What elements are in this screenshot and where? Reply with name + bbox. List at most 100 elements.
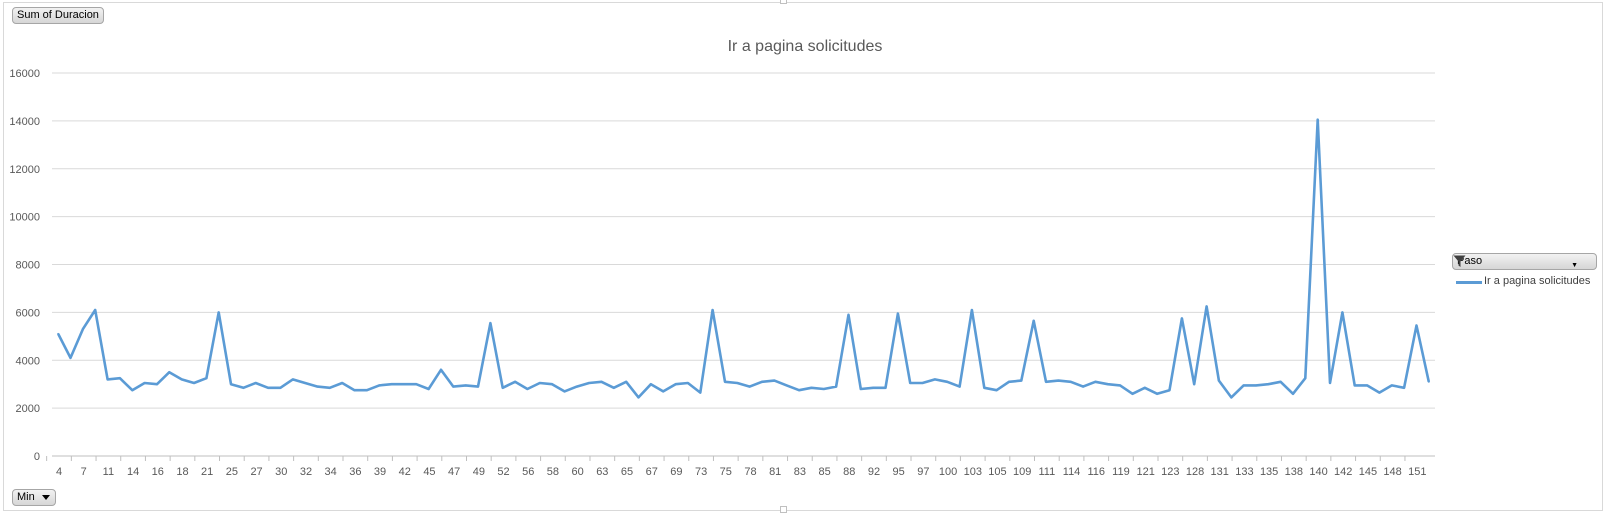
x-tick-label: 138: [1285, 466, 1303, 478]
data-point: [242, 386, 245, 389]
data-point: [230, 383, 232, 386]
value-field-label: Sum of Duracion: [17, 9, 99, 21]
x-tick-label: 78: [744, 466, 756, 478]
legend-field-button[interactable]: Paso ▼: [1452, 253, 1597, 270]
x-tick-label: 148: [1383, 466, 1401, 478]
data-point: [563, 390, 566, 393]
data-point: [69, 356, 72, 359]
data-point: [1353, 384, 1356, 387]
data-point: [538, 382, 541, 384]
y-tick-label: 6000: [16, 307, 40, 319]
resize-handle-bottom[interactable]: [780, 506, 787, 513]
data-point: [909, 382, 912, 384]
data-point: [1403, 386, 1406, 389]
data-point: [847, 313, 850, 316]
x-tick-label: 7: [81, 466, 87, 478]
data-point: [328, 386, 331, 389]
x-tick-label: 58: [547, 466, 559, 478]
chart-area[interactable]: [3, 2, 1603, 511]
x-tick-label: 52: [497, 466, 509, 478]
data-point: [637, 396, 640, 399]
series-line: [57, 118, 1431, 399]
data-point: [1106, 383, 1109, 386]
resize-handle-top[interactable]: [780, 0, 787, 4]
data-point: [600, 380, 603, 383]
data-point: [1292, 392, 1294, 395]
data-point: [1032, 319, 1035, 322]
x-tick-label: 121: [1136, 466, 1154, 478]
data-point: [662, 390, 665, 393]
chevron-down-icon: ▼: [1571, 262, 1578, 269]
x-tick-label: 151: [1408, 466, 1426, 478]
y-tick-label: 10000: [9, 212, 40, 224]
data-point: [106, 378, 109, 381]
x-tick-label: 81: [769, 466, 781, 478]
data-point: [1217, 379, 1220, 382]
data-point: [1180, 317, 1183, 320]
x-tick-label: 88: [843, 466, 855, 478]
value-field-button[interactable]: Sum of Duracion: [12, 7, 104, 24]
x-tick-label: 140: [1309, 466, 1327, 478]
data-point: [970, 309, 973, 311]
data-point: [810, 386, 813, 389]
x-tick-label: 32: [300, 466, 312, 478]
data-point: [921, 382, 924, 384]
y-axis-ticks: 0 2000 4000 6000 8000 10000 12000 14000 16000: [9, 68, 40, 463]
x-tick-label: 56: [522, 466, 534, 478]
x-tick-label: 73: [695, 466, 707, 478]
x-tick-label: 119: [1112, 466, 1130, 478]
data-point: [946, 380, 949, 383]
x-tick-label: 114: [1063, 466, 1081, 478]
x-tick-label: 42: [399, 466, 411, 478]
chart-title: Ir a pagina solicitudes: [728, 38, 883, 55]
data-point: [1008, 380, 1010, 383]
data-point: [835, 385, 838, 388]
data-point: [773, 379, 776, 382]
data-point: [699, 391, 702, 394]
x-tick-label: 30: [275, 466, 287, 478]
axis-field-button[interactable]: Min: [12, 489, 56, 506]
data-point: [1143, 386, 1146, 389]
x-tick-label: 67: [646, 466, 658, 478]
x-tick-label: 65: [621, 466, 633, 478]
data-point: [217, 311, 220, 314]
data-point: [390, 383, 393, 386]
data-point: [316, 385, 319, 388]
x-tick-label: 116: [1087, 466, 1105, 478]
data-point: [711, 309, 714, 311]
x-tick-label: 103: [964, 466, 982, 478]
legend-swatch: [1456, 281, 1482, 284]
data-point: [748, 385, 751, 388]
data-point: [193, 382, 195, 384]
data-point: [415, 383, 418, 386]
data-point: [57, 332, 60, 335]
x-tick-label: 47: [448, 466, 460, 478]
data-point: [143, 382, 146, 384]
x-tick-label: 133: [1235, 466, 1253, 478]
x-tick-label: 135: [1260, 466, 1278, 478]
x-tick-label: 69: [670, 466, 682, 478]
x-tick-label: 63: [596, 466, 608, 478]
data-point: [785, 384, 788, 387]
data-point: [1316, 118, 1319, 121]
data-point: [1156, 392, 1159, 395]
data-point: [649, 383, 652, 386]
y-tick-label: 0: [34, 451, 40, 463]
x-tick-label: 111: [1038, 466, 1055, 478]
data-point: [365, 389, 368, 392]
x-tick-label: 128: [1186, 466, 1204, 478]
y-tick-label: 2000: [16, 403, 40, 415]
data-point: [452, 385, 455, 388]
x-tick-label: 45: [423, 466, 435, 478]
data-point: [1193, 383, 1196, 386]
data-point: [1255, 384, 1257, 387]
x-tick-label: 95: [893, 466, 905, 478]
data-point: [1069, 380, 1072, 383]
x-tick-label: 27: [250, 466, 262, 478]
x-tick-label: 92: [868, 466, 880, 478]
data-point: [1242, 384, 1245, 387]
data-point: [933, 378, 936, 381]
data-point: [168, 371, 171, 374]
data-point: [279, 386, 282, 389]
